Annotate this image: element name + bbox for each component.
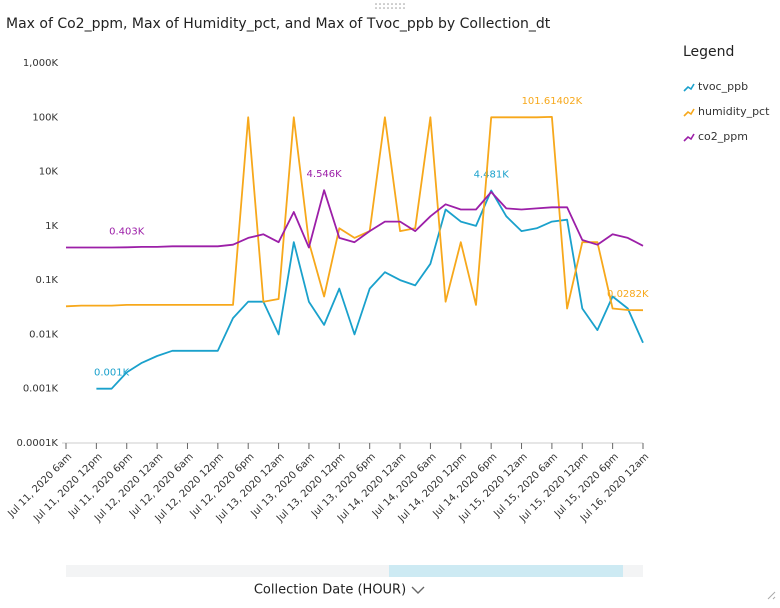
y-tick-label: 1K [45, 221, 58, 232]
y-tick-label: 0.0001K [16, 438, 58, 449]
data-label: 0.001K [94, 368, 130, 379]
y-tick-label: 1,000K [23, 58, 59, 69]
y-tick-label: 10K [39, 167, 59, 178]
series-line [66, 189, 644, 249]
y-tick-label: 100K [32, 112, 58, 123]
legend-icon [683, 133, 695, 142]
legend-title: Legend [683, 44, 734, 60]
legend-label[interactable]: co2_ppm [698, 130, 748, 143]
resize-handle[interactable] [767, 591, 776, 600]
series-line [65, 116, 644, 312]
resize-handle[interactable] [772, 596, 776, 600]
y-tick-label: 0.001K [23, 384, 59, 395]
scrollbar-thumb[interactable] [389, 565, 623, 577]
legend-icon [683, 83, 695, 92]
legend-label[interactable]: tvoc_ppb [698, 80, 748, 93]
chart-title: Max of Co2_ppm, Max of Humidity_pct, and… [6, 16, 551, 32]
data-label: 4.546K [307, 169, 343, 180]
drag-handle[interactable] [375, 3, 405, 9]
legend-label[interactable]: humidity_pct [698, 105, 770, 118]
y-tick-label: 0.1K [36, 275, 59, 286]
series-line [96, 189, 644, 390]
x-axis-dropdown[interactable] [411, 586, 425, 594]
data-label: 0.403K [109, 226, 145, 237]
y-tick-label: 0.01K [29, 329, 58, 340]
data-label: 101.61402K [522, 96, 583, 107]
data-label: 4.481K [474, 169, 510, 180]
x-axis-title[interactable]: Collection Date (HOUR) [254, 583, 406, 598]
data-label: 0.0282K [607, 289, 649, 300]
legend-icon [683, 108, 695, 117]
